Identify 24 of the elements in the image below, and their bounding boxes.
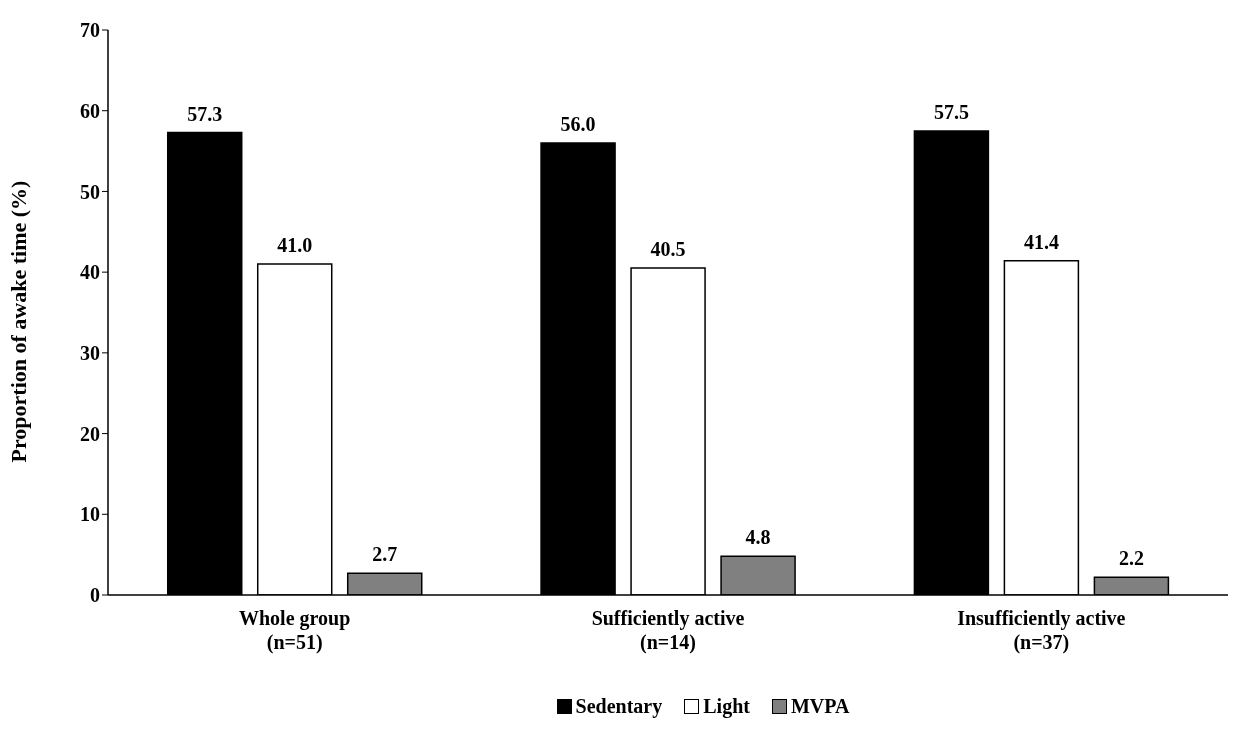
data-label: 2.2 bbox=[1118, 547, 1144, 570]
data-label: 40.5 bbox=[650, 238, 686, 261]
y-tick-label: 10 bbox=[80, 503, 100, 526]
y-tick-label: 40 bbox=[80, 261, 100, 284]
x-tick-label: Sufficiently active (n=14) bbox=[591, 607, 745, 654]
data-label: 57.5 bbox=[933, 100, 969, 123]
data-label: 2.7 bbox=[372, 543, 398, 566]
y-tick-label: 60 bbox=[80, 99, 100, 122]
data-label: 57.3 bbox=[187, 102, 223, 125]
data-label: 41.4 bbox=[1023, 230, 1059, 253]
y-axis-title: Proportion of awake time (%) bbox=[5, 180, 31, 463]
legend-label: Sedentary bbox=[574, 695, 663, 718]
y-tick-label: 50 bbox=[80, 180, 100, 203]
data-label: 4.8 bbox=[745, 526, 771, 549]
y-tick-label: 20 bbox=[80, 422, 100, 445]
data-label: 41.0 bbox=[277, 234, 313, 257]
x-tick-label: Insufficiently active (n=37) bbox=[957, 607, 1126, 654]
y-tick-label: 70 bbox=[80, 19, 100, 42]
x-tick-label: Whole group (n=51) bbox=[239, 607, 351, 654]
legend-label: MVPA bbox=[789, 695, 850, 718]
data-label: 56.0 bbox=[560, 113, 596, 135]
y-tick-label: 0 bbox=[90, 584, 100, 607]
y-tick-label: 30 bbox=[80, 341, 100, 364]
legend-label: Light bbox=[702, 695, 750, 718]
